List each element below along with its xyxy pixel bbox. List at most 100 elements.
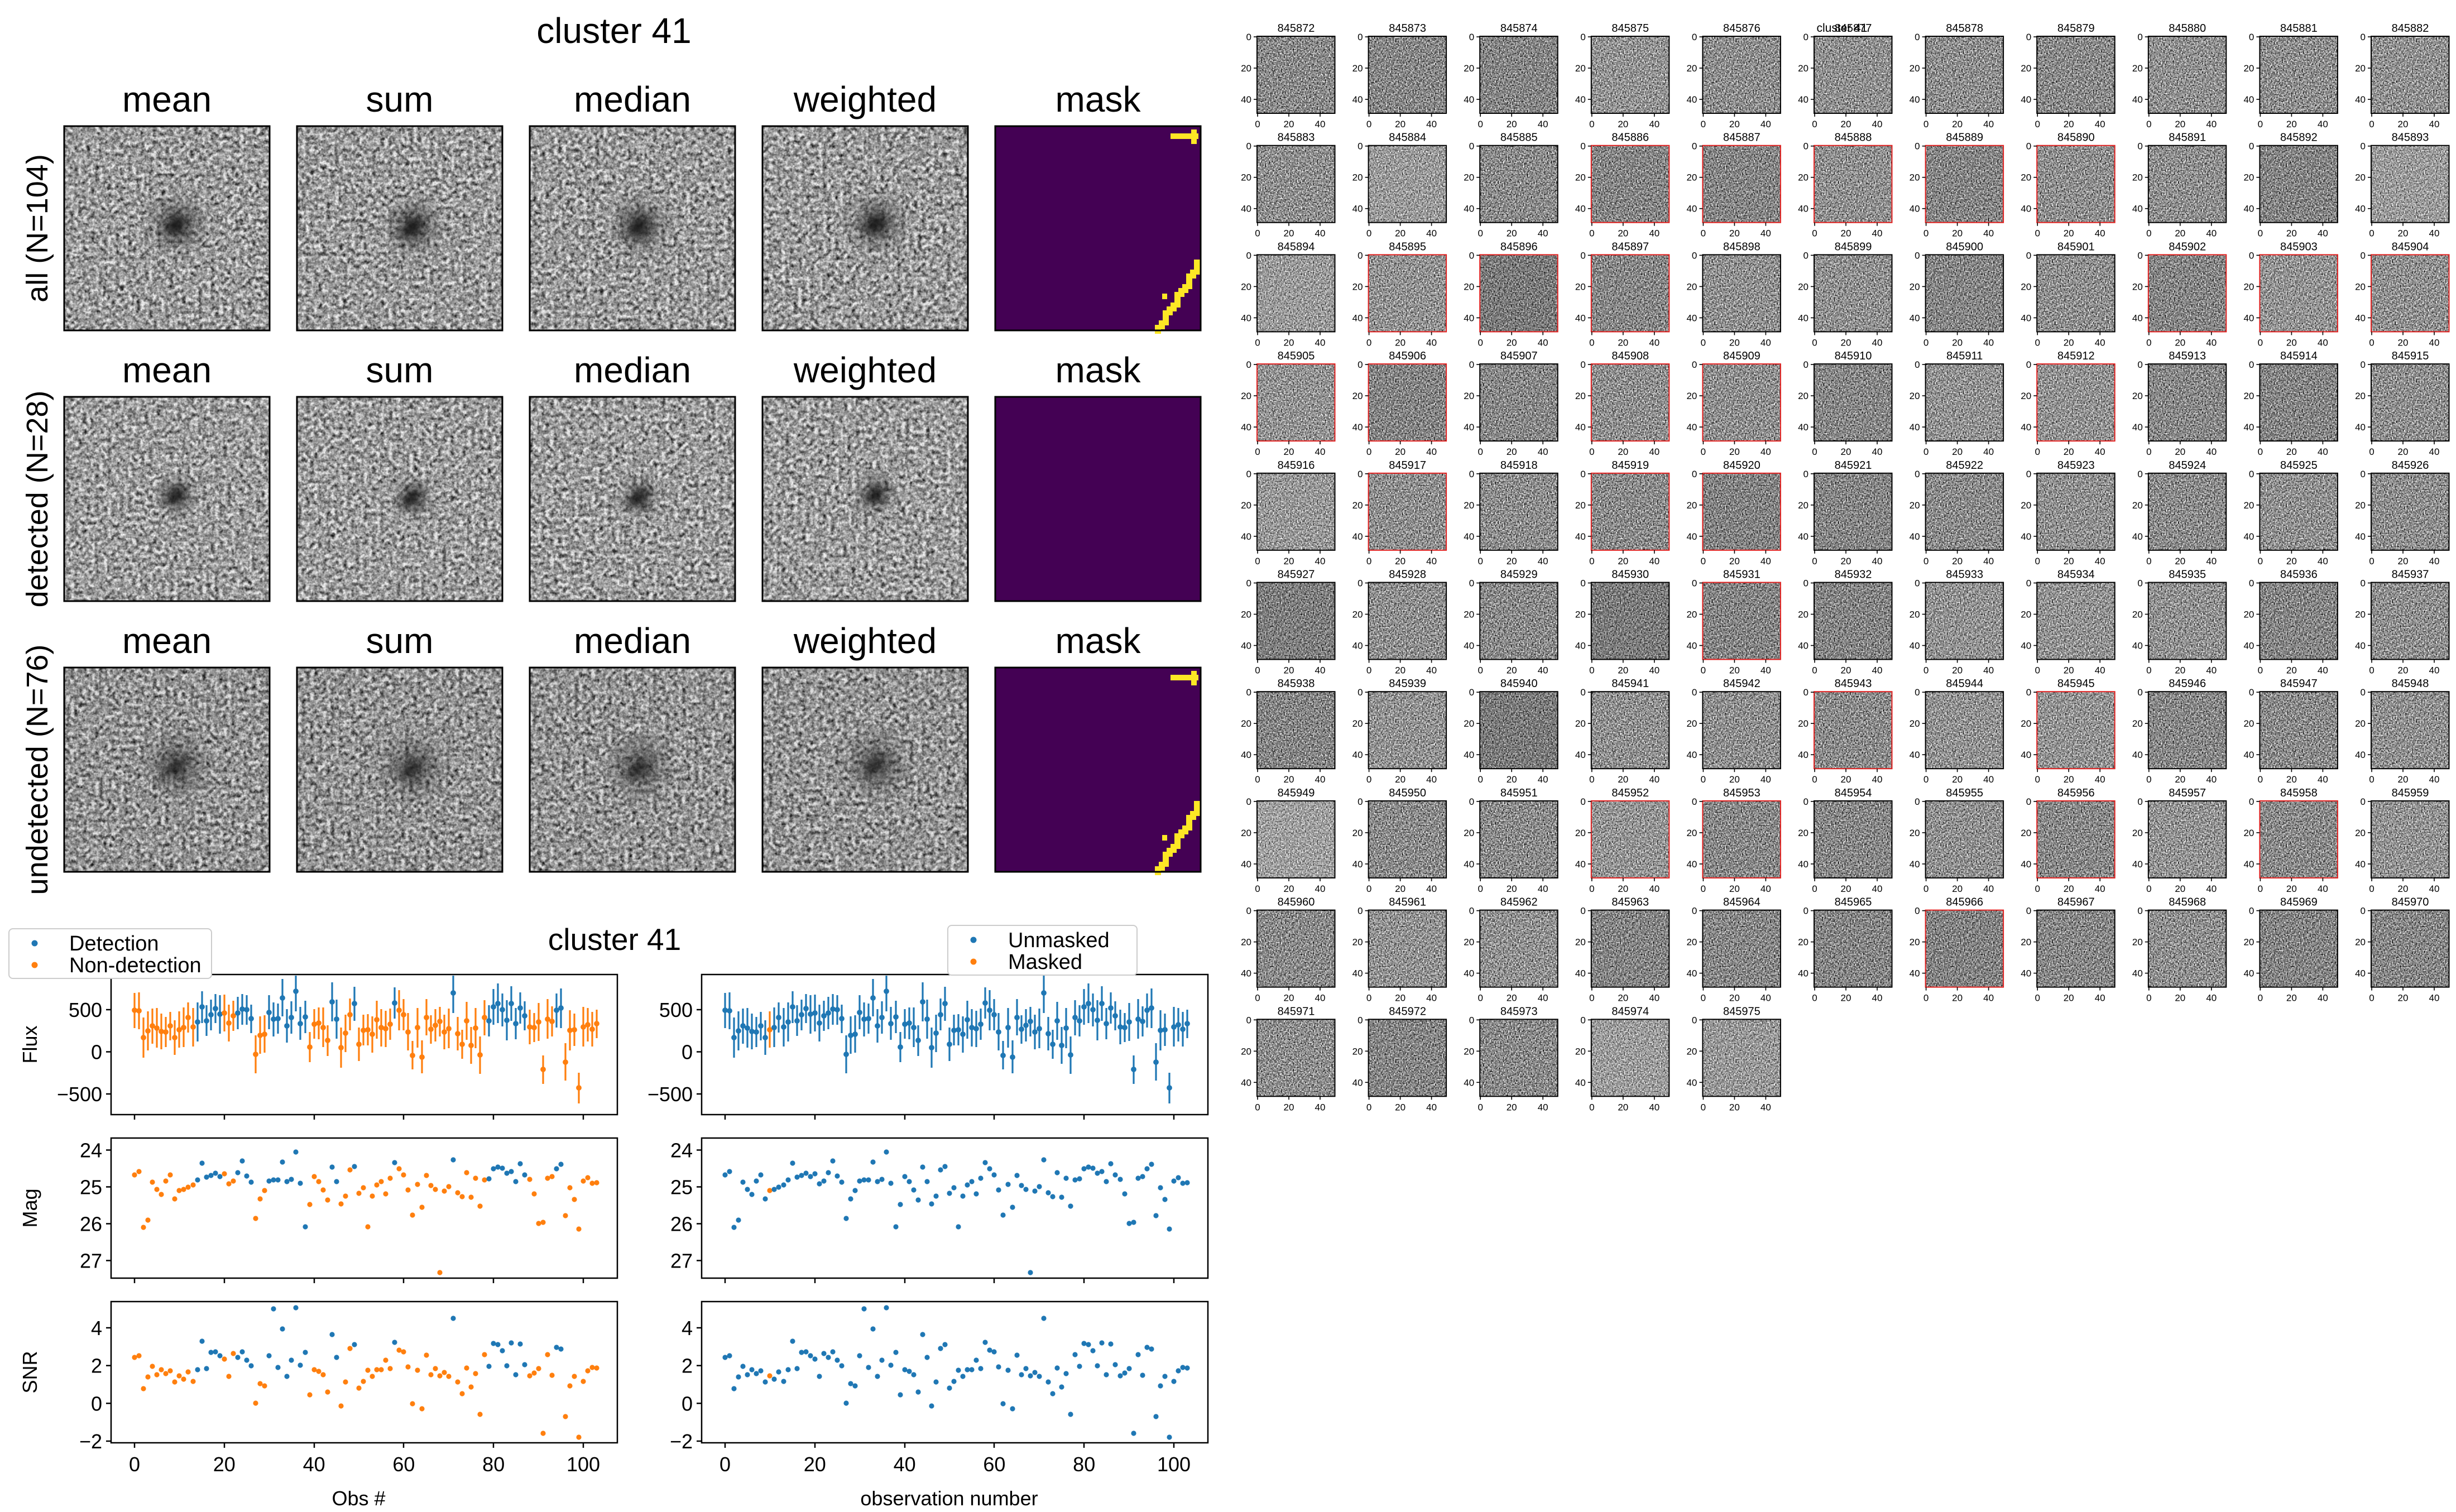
svg-text:845966: 845966 <box>1946 896 1983 909</box>
svg-text:845932: 845932 <box>1835 569 1872 581</box>
svg-text:845898: 845898 <box>1723 241 1761 253</box>
svg-text:cluster 41: cluster 41 <box>1816 22 1867 35</box>
svg-text:80: 80 <box>1073 1453 1095 1476</box>
svg-text:845891: 845891 <box>2169 132 2206 144</box>
svg-text:845906: 845906 <box>1389 350 1426 362</box>
svg-text:845930: 845930 <box>1611 569 1649 581</box>
svg-text:all (N=104): all (N=104) <box>21 154 54 303</box>
svg-text:60: 60 <box>392 1453 415 1476</box>
svg-text:845926: 845926 <box>2392 459 2429 472</box>
svg-text:845874: 845874 <box>1500 22 1538 35</box>
svg-text:2: 2 <box>682 1355 693 1377</box>
svg-text:20: 20 <box>804 1453 826 1476</box>
svg-text:SNR: SNR <box>18 1351 41 1393</box>
svg-text:845948: 845948 <box>2392 678 2429 690</box>
svg-text:845892: 845892 <box>2280 132 2318 144</box>
svg-text:mean: mean <box>122 79 212 119</box>
svg-text:27: 27 <box>80 1250 102 1273</box>
svg-text:845974: 845974 <box>1611 1005 1649 1017</box>
svg-text:845933: 845933 <box>1946 569 1983 581</box>
svg-text:500: 500 <box>659 999 693 1021</box>
svg-text:845896: 845896 <box>1500 241 1538 253</box>
svg-text:845888: 845888 <box>1835 132 1872 144</box>
svg-text:845945: 845945 <box>2057 678 2095 690</box>
svg-text:845915: 845915 <box>2392 350 2429 362</box>
svg-text:845935: 845935 <box>2169 569 2206 581</box>
svg-text:845944: 845944 <box>1946 678 1983 690</box>
svg-text:0: 0 <box>91 1392 102 1415</box>
svg-text:845953: 845953 <box>1723 787 1761 799</box>
svg-text:27: 27 <box>670 1250 693 1273</box>
svg-text:mask: mask <box>1056 621 1141 661</box>
svg-text:845914: 845914 <box>2280 350 2318 362</box>
svg-text:median: median <box>574 350 691 390</box>
svg-text:845920: 845920 <box>1723 459 1761 472</box>
svg-text:500: 500 <box>69 999 102 1021</box>
svg-text:845897: 845897 <box>1611 241 1649 253</box>
svg-text:40: 40 <box>303 1453 325 1476</box>
svg-text:845884: 845884 <box>1389 132 1426 144</box>
svg-text:−500: −500 <box>647 1083 693 1106</box>
svg-text:845959: 845959 <box>2392 787 2429 799</box>
svg-text:845940: 845940 <box>1500 678 1538 690</box>
svg-text:845879: 845879 <box>2057 22 2095 35</box>
svg-text:sum: sum <box>366 79 434 119</box>
svg-text:845949: 845949 <box>1278 787 1315 799</box>
svg-text:845885: 845885 <box>1500 132 1538 144</box>
svg-text:24: 24 <box>670 1139 693 1162</box>
svg-text:4: 4 <box>91 1317 102 1340</box>
svg-text:845957: 845957 <box>2169 787 2206 799</box>
svg-text:2: 2 <box>91 1355 102 1377</box>
svg-text:24: 24 <box>80 1139 102 1162</box>
svg-text:845873: 845873 <box>1389 22 1426 35</box>
svg-text:0: 0 <box>91 1041 102 1064</box>
svg-text:sum: sum <box>366 350 434 390</box>
svg-text:845901: 845901 <box>2057 241 2095 253</box>
svg-text:100: 100 <box>567 1453 600 1476</box>
svg-text:845882: 845882 <box>2392 22 2429 35</box>
svg-text:845924: 845924 <box>2169 459 2206 472</box>
svg-text:weighted: weighted <box>793 621 937 661</box>
svg-text:845946: 845946 <box>2169 678 2206 690</box>
svg-text:26: 26 <box>670 1213 693 1236</box>
svg-text:845969: 845969 <box>2280 896 2318 909</box>
svg-text:undetected (N=76): undetected (N=76) <box>21 645 54 895</box>
svg-text:845886: 845886 <box>1611 132 1649 144</box>
svg-text:845936: 845936 <box>2280 569 2318 581</box>
svg-text:median: median <box>574 79 691 119</box>
svg-text:25: 25 <box>670 1176 693 1199</box>
svg-text:845904: 845904 <box>2392 241 2429 253</box>
svg-text:845909: 845909 <box>1723 350 1761 362</box>
svg-text:845955: 845955 <box>1946 787 1983 799</box>
svg-text:mean: mean <box>122 350 212 390</box>
svg-text:845881: 845881 <box>2280 22 2318 35</box>
svg-text:−2: −2 <box>670 1430 693 1453</box>
svg-text:845928: 845928 <box>1389 569 1426 581</box>
svg-text:mean: mean <box>122 621 212 661</box>
svg-text:845893: 845893 <box>2392 132 2429 144</box>
svg-text:845975: 845975 <box>1723 1005 1761 1017</box>
svg-text:845927: 845927 <box>1278 569 1315 581</box>
svg-text:845939: 845939 <box>1389 678 1426 690</box>
svg-text:Non-detection: Non-detection <box>69 954 202 977</box>
svg-text:845877: 845877 <box>1835 22 1872 35</box>
svg-text:Unmasked: Unmasked <box>1008 929 1110 952</box>
svg-text:845952: 845952 <box>1611 787 1649 799</box>
svg-text:845880: 845880 <box>2169 22 2206 35</box>
svg-text:observation number: observation number <box>860 1487 1038 1509</box>
svg-text:845947: 845947 <box>2280 678 2318 690</box>
svg-text:Obs #: Obs # <box>332 1487 385 1509</box>
svg-text:cluster 41: cluster 41 <box>548 922 681 957</box>
svg-text:0: 0 <box>682 1392 693 1415</box>
svg-text:845941: 845941 <box>1611 678 1649 690</box>
svg-text:845964: 845964 <box>1723 896 1761 909</box>
svg-text:20: 20 <box>213 1453 236 1476</box>
svg-text:845921: 845921 <box>1835 459 1872 472</box>
svg-text:845950: 845950 <box>1389 787 1426 799</box>
svg-text:845889: 845889 <box>1946 132 1983 144</box>
svg-text:845971: 845971 <box>1278 1005 1315 1017</box>
svg-text:sum: sum <box>366 621 434 661</box>
svg-text:845960: 845960 <box>1278 896 1315 909</box>
svg-text:Mag: Mag <box>18 1188 41 1227</box>
svg-text:845967: 845967 <box>2057 896 2095 909</box>
